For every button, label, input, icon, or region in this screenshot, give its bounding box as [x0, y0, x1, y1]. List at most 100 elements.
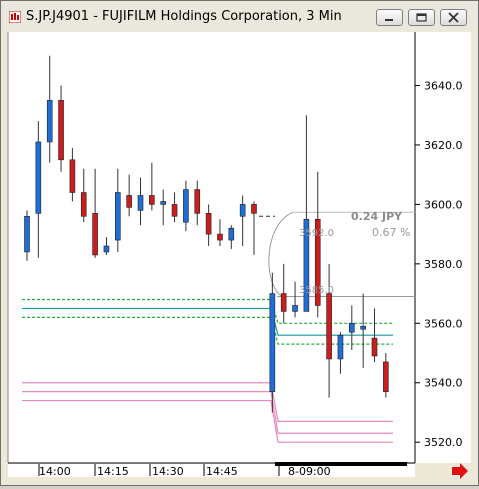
candle [269, 272, 276, 413]
candle [58, 85, 64, 172]
pink-line-top [22, 382, 393, 422]
minimize-button[interactable] [376, 9, 403, 26]
candle [360, 293, 366, 368]
candle-body [337, 334, 344, 360]
candle-body [80, 192, 87, 217]
chart-area[interactable]: 3640.0 3620.0 3600.0 3580.0 3560.0 3540.… [1, 30, 478, 485]
candle [292, 281, 298, 318]
scroll-right-button[interactable] [452, 463, 468, 479]
price-chart[interactable]: 3640.0 3620.0 3600.0 3580.0 3560.0 3540.… [1, 30, 478, 485]
candle-body [292, 305, 298, 312]
price-tick-label: 3620.0 [424, 139, 463, 152]
candle-body [103, 245, 110, 253]
price-tick-label: 3520.0 [424, 436, 463, 449]
minimize-icon [385, 19, 393, 21]
gap-top-marker-label: 3592.0 [299, 228, 334, 239]
candle-body [194, 189, 201, 214]
price-tick-label: 3540.0 [424, 377, 463, 390]
candle-body [58, 100, 64, 161]
candle [126, 174, 132, 217]
candle-body [205, 213, 212, 235]
candle [24, 210, 30, 261]
candle [251, 201, 257, 255]
candle [348, 305, 355, 351]
candle [228, 225, 235, 249]
time-axis-band [8, 464, 415, 477]
candle [239, 195, 246, 247]
restore-button[interactable] [408, 9, 435, 26]
candle [303, 115, 310, 312]
candle [137, 177, 144, 226]
candle-body [314, 218, 321, 306]
candle [326, 263, 332, 398]
candle [69, 147, 76, 202]
session-bar [275, 462, 407, 466]
candle-body [46, 100, 53, 143]
candle [103, 237, 110, 255]
candle [314, 171, 321, 318]
candle [160, 189, 166, 226]
candle-body [228, 227, 235, 241]
title-bar[interactable]: S.JP.J4901 - FUJIFILM Holdings Corporati… [1, 1, 478, 30]
pink-line-mid [22, 391, 393, 434]
price-tick-label: 3560.0 [424, 317, 463, 330]
time-tick-label: 14:30 [152, 465, 184, 478]
close-button[interactable] [440, 9, 467, 26]
time-tick-label: 14:15 [97, 465, 129, 478]
time-tick-label: 14:45 [206, 465, 238, 478]
price-tick-label: 3600.0 [424, 198, 463, 211]
candle-body [326, 293, 332, 360]
candle [383, 353, 389, 398]
candle-body [69, 159, 76, 193]
right-arrow-icon [452, 463, 468, 479]
gap-value-label: 0.24 JPY [351, 210, 403, 223]
candle-body [149, 195, 155, 205]
candle-body [251, 204, 257, 214]
plot-background [8, 32, 471, 463]
candle-body [360, 325, 366, 330]
candle-body [24, 215, 30, 253]
candle [371, 308, 378, 362]
candle-body [269, 293, 276, 392]
candle [194, 180, 201, 226]
candle [35, 121, 42, 258]
candle-body [371, 337, 378, 357]
candle-body [217, 233, 223, 241]
gap-percent-label: 0.67 % [372, 226, 410, 239]
candle [46, 55, 53, 163]
candle [80, 168, 87, 223]
candle [183, 180, 189, 232]
window-title: S.JP.J4901 - FUJIFILM Holdings Corporati… [26, 9, 342, 24]
gap-bottom-marker-label: 3585.0 [299, 285, 334, 296]
candle-body [183, 189, 189, 223]
pink-line-bottom [22, 399, 393, 443]
candle [92, 168, 98, 258]
candle-body [171, 204, 178, 217]
candle-body [115, 192, 121, 241]
candle [337, 332, 344, 374]
candle [217, 219, 223, 247]
candle-body [348, 322, 355, 333]
candle [280, 263, 287, 324]
candle-body [160, 201, 166, 205]
restore-icon [416, 13, 427, 22]
candle-body [383, 361, 389, 392]
candle-body [239, 204, 246, 217]
candle-body [92, 213, 98, 256]
candle-body [35, 141, 42, 214]
candle [205, 204, 212, 247]
candle-body [137, 195, 144, 211]
time-tick-label: 14:00 [39, 465, 71, 478]
price-tick-label: 3640.0 [424, 80, 463, 93]
candle [149, 162, 155, 211]
gap-bracket [268, 211, 294, 297]
candle-body [303, 218, 310, 312]
candle [115, 168, 121, 252]
close-icon [448, 12, 459, 23]
price-tick-label: 3580.0 [424, 258, 463, 271]
time-tick-label: 8-09:00 [288, 465, 331, 478]
candle-body [126, 195, 132, 208]
candle [171, 192, 178, 223]
candle-body [280, 293, 287, 312]
